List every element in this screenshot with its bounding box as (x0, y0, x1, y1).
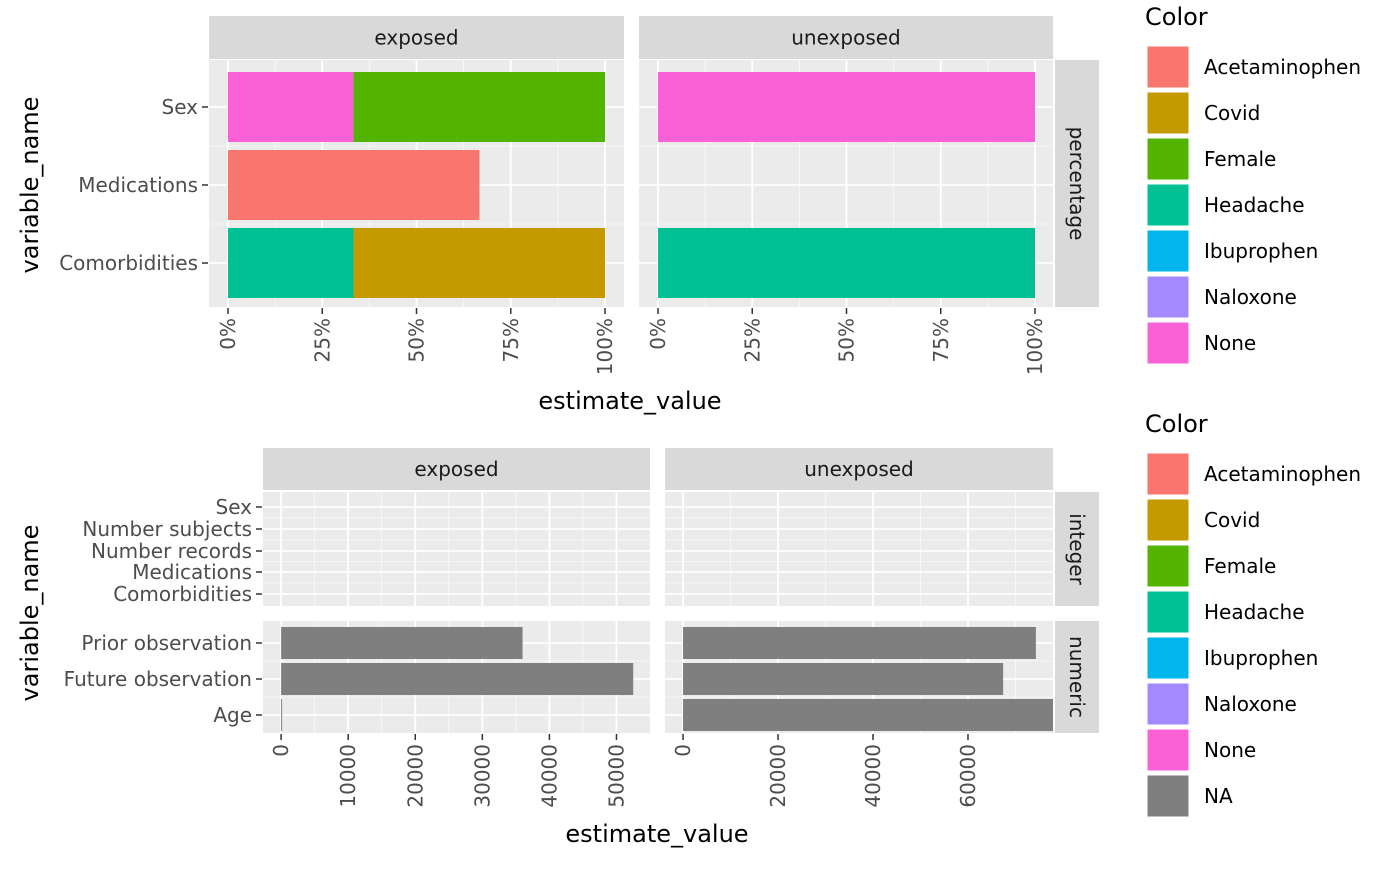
legend-bottom-key-female (1146, 544, 1190, 588)
strip-unexposed-bottom-label: unexposed (804, 457, 914, 481)
y-tick-label: Sex (162, 95, 199, 119)
y-tick-label: Medications (132, 560, 252, 584)
panel-unexposed-integer (665, 492, 1053, 606)
bar-medications-acetaminophen (228, 150, 480, 220)
bar-comorbidities-headache (228, 228, 354, 298)
strip-unexposed-label: unexposed (791, 26, 901, 50)
x-tick-label: 100% (1023, 318, 1047, 375)
legend-bottom-key-none (1146, 728, 1190, 772)
strip-numeric-label: numeric (1065, 636, 1089, 718)
x-tick-label: 75% (929, 318, 953, 362)
bar-prior-observation (683, 627, 1036, 659)
x-tick-label: 20000 (403, 744, 427, 808)
x-tick-label: 10000 (336, 744, 360, 808)
legend-bottom-key-headache (1146, 590, 1190, 634)
x-tick-label: 40000 (537, 744, 561, 808)
strip-percentage-label: percentage (1065, 127, 1089, 241)
legend-top-key-naloxone (1146, 275, 1190, 319)
strip-unexposed (639, 16, 1053, 59)
x-tick-label: 75% (499, 318, 523, 362)
x-tick-label: 30000 (470, 744, 494, 808)
y-tick-label: Comorbidities (59, 251, 198, 275)
strip-exposed-bottom (263, 448, 650, 490)
x-tick-label: 100% (593, 318, 617, 375)
legend-bottom-key-acetaminophen (1146, 452, 1190, 496)
bar-comorbidities-covid (353, 228, 605, 298)
x-tick-label: 25% (740, 318, 764, 362)
legend-bottom-label: Headache (1204, 600, 1305, 624)
legend-bottom-label: Acetaminophen (1204, 462, 1361, 486)
x-axis-title: estimate_value (538, 387, 721, 415)
legend-bottom-title: Color (1145, 410, 1208, 438)
y-tick-label: Number subjects (82, 517, 252, 541)
strip-integer (1055, 492, 1099, 606)
legend-top-title: Color (1145, 3, 1208, 31)
legend-top-label: None (1204, 331, 1256, 355)
y-tick-label: Medications (78, 173, 198, 197)
legend-top-key-none (1146, 321, 1190, 365)
x-tick-label: 25% (310, 318, 334, 362)
legend-bottom-key-na (1146, 774, 1190, 818)
legend-top-key-covid (1146, 91, 1190, 135)
x-tick-label: 50000 (604, 744, 628, 808)
legend-top-label: Ibuprophen (1204, 239, 1318, 263)
bar-sex-none (658, 72, 1035, 142)
legend-bottom-label: None (1204, 738, 1256, 762)
y-tick-label: Number records (91, 539, 252, 563)
strip-integer-label: integer (1065, 513, 1089, 585)
x-tick-label: 0% (216, 318, 240, 350)
legend-top-label: Acetaminophen (1204, 55, 1361, 79)
legend-top-key-headache (1146, 183, 1190, 227)
bar-age (281, 699, 283, 731)
bar-age (683, 699, 1053, 731)
strip-unexposed-bottom (665, 448, 1053, 490)
bar-future-observation (683, 663, 1004, 695)
legend-bottom-key-covid (1146, 498, 1190, 542)
bar-sex-none (228, 72, 354, 142)
legend-bottom-label: Female (1204, 554, 1276, 578)
bar-comorbidities-headache (658, 228, 1035, 298)
y-tick-label: Future observation (64, 667, 252, 691)
x-tick-label: 20000 (766, 744, 790, 808)
y-tick-label: Comorbidities (113, 582, 252, 606)
y-tick-label: Sex (216, 495, 253, 519)
bar-prior-observation (281, 627, 523, 659)
legend-top-label: Headache (1204, 193, 1305, 217)
x-tick-label: 50% (405, 318, 429, 362)
bar-sex-female (353, 72, 605, 142)
x-tick-label: 0 (269, 744, 293, 757)
strip-numeric (1055, 621, 1099, 733)
y-axis-title: variable_name (16, 525, 44, 702)
x-tick-label: 0 (671, 744, 695, 757)
strip-exposed-bottom-label: exposed (414, 457, 498, 481)
strip-percentage (1055, 60, 1099, 307)
y-axis-title: variable_name (16, 97, 44, 274)
y-tick-label: Prior observation (81, 631, 252, 655)
x-tick-label: 40000 (861, 744, 885, 808)
legend-bottom-label: Ibuprophen (1204, 646, 1318, 670)
legend-top-label: Female (1204, 147, 1276, 171)
legend-bottom-label: Covid (1204, 508, 1260, 532)
legend-top-label: Covid (1204, 101, 1260, 125)
panel-exposed-integer (263, 492, 650, 606)
y-tick-label: Age (213, 703, 252, 727)
legend-bottom-key-naloxone (1146, 682, 1190, 726)
strip-exposed (209, 16, 624, 59)
strip-exposed-label: exposed (374, 26, 458, 50)
x-tick-label: 60000 (956, 744, 980, 808)
x-axis-title: estimate_value (565, 820, 748, 848)
legend-top-label: Naloxone (1204, 285, 1297, 309)
bar-future-observation (281, 663, 634, 695)
legend-top-key-female (1146, 137, 1190, 181)
x-tick-label: 50% (835, 318, 859, 362)
legend-bottom-key-ibuprophen (1146, 636, 1190, 680)
legend-top-key-ibuprophen (1146, 229, 1190, 273)
legend-top-key-acetaminophen (1146, 45, 1190, 89)
legend-bottom-label: Naloxone (1204, 692, 1297, 716)
x-tick-label: 0% (646, 318, 670, 350)
legend-bottom-label: NA (1204, 784, 1233, 808)
